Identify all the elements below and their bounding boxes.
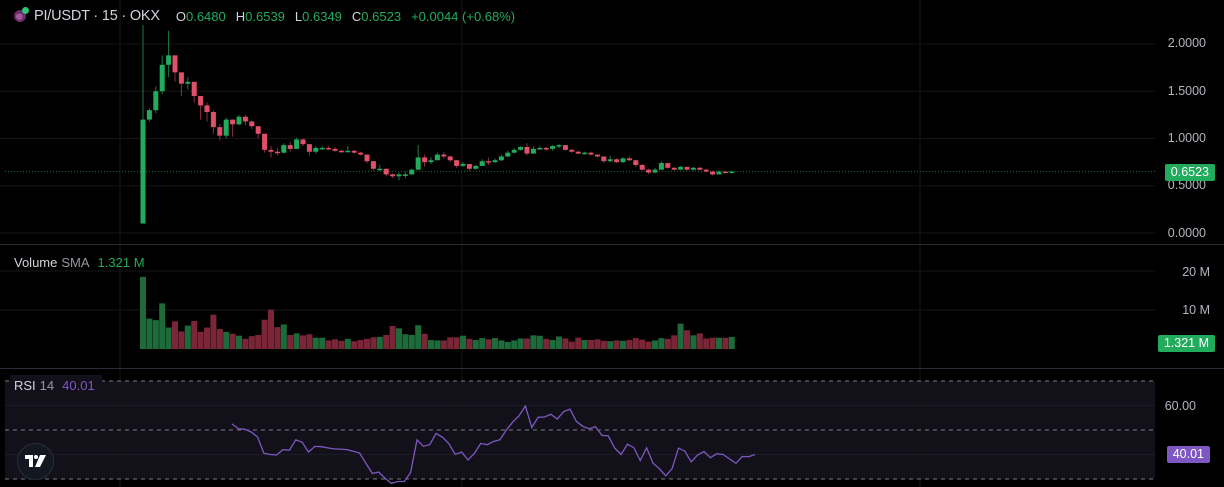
open-label: O xyxy=(175,8,186,24)
rsi-label[interactable]: RSI xyxy=(14,378,36,393)
rsi-axis-tick: 60.00 xyxy=(1164,399,1196,413)
symbol-legend: PI/USDT · 15 · OKX O 0.6480 H 0.6539 L 0.63… xyxy=(14,7,516,24)
high-label: H xyxy=(235,8,246,24)
pane-separator[interactable] xyxy=(0,368,1224,369)
tradingview-logo-icon xyxy=(24,454,46,467)
volume-bar-chart[interactable] xyxy=(0,245,1224,368)
pane-separator[interactable] xyxy=(0,244,1224,245)
price-axis-tick: 1.0000 xyxy=(1167,131,1206,145)
volume-sma-value: 1.321 M xyxy=(97,255,145,270)
rsi-last-badge: 40.01 xyxy=(1166,446,1210,463)
candlestick-chart[interactable] xyxy=(0,0,1224,244)
rsi-line-chart[interactable] xyxy=(0,369,1224,487)
price-pane[interactable]: PI/USDT · 15 · OKX O 0.6480 H 0.6539 L 0.63… xyxy=(0,0,1224,244)
volume-last-badge: 1.321 M xyxy=(1157,335,1215,352)
volume-ma-label: SMA xyxy=(61,255,90,270)
rsi-legend: RSI 14 40.01 xyxy=(14,378,95,393)
last-price-badge: 0.6523 xyxy=(1164,164,1215,181)
rsi-length: 14 xyxy=(39,378,55,393)
open-value: 0.6480 xyxy=(185,8,226,24)
close-value: 0.6523 xyxy=(361,8,402,24)
price-change: +0.0044 (+0.68%) xyxy=(411,8,516,24)
coin-logo-icon xyxy=(14,7,29,22)
volume-legend: Volume SMA 1.321 M xyxy=(14,255,145,270)
price-axis-tick: 1.5000 xyxy=(1167,84,1206,98)
volume-pane[interactable]: Volume SMA 1.321 M 20 M 10 M 1.321 M xyxy=(0,245,1224,368)
symbol-title[interactable]: PI/USDT · 15 · OKX xyxy=(34,8,160,24)
rsi-value: 40.01 xyxy=(62,378,95,393)
volume-label[interactable]: Volume xyxy=(14,255,58,270)
volume-axis-tick: 20 M xyxy=(1182,265,1210,279)
volume-axis-tick: 10 M xyxy=(1182,303,1210,317)
high-value: 0.6539 xyxy=(245,8,285,24)
rsi-pane[interactable]: RSI 14 40.01 60.00 40.01 xyxy=(0,369,1224,487)
price-axis-tick: 0.5000 xyxy=(1167,178,1206,192)
price-axis-tick: 0.0000 xyxy=(1167,226,1206,240)
close-label: C xyxy=(351,8,362,24)
tradingview-logo[interactable] xyxy=(17,443,54,480)
low-label: L xyxy=(294,8,303,24)
price-axis-tick: 2.0000 xyxy=(1167,36,1206,50)
low-value: 0.6349 xyxy=(302,8,342,24)
